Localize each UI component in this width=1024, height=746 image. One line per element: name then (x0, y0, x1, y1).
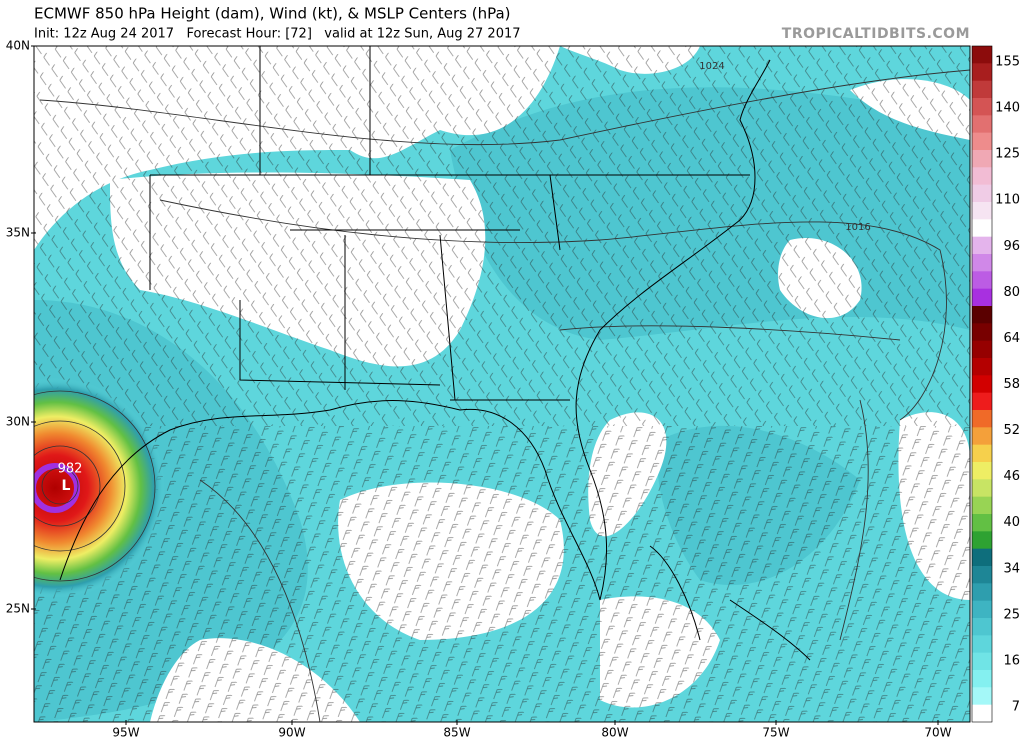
lat-label: 25N (6, 602, 30, 616)
colorbar-swatch (972, 80, 992, 99)
lat-label: 30N (6, 415, 30, 429)
colorbar-swatch (972, 184, 992, 203)
colorbar-label: 52 (1003, 423, 1020, 438)
colorbar-swatch (972, 340, 992, 359)
colorbar-swatch (972, 444, 992, 463)
colorbar-swatch (972, 531, 992, 550)
colorbar-swatch (972, 704, 992, 723)
axes: 40N 35N 30N 25N 95W 90W 85W 80W 75W 70W (6, 39, 952, 740)
colorbar-swatch (972, 427, 992, 446)
colorbar-swatch (972, 687, 992, 706)
colorbar-swatch (972, 254, 992, 272)
colorbar-swatch (972, 323, 992, 342)
subtitle: Init: 12z Aug 24 2017 Forecast Hour: [72… (34, 27, 521, 42)
colorbar-swatch (972, 392, 992, 411)
colorbar-swatch (972, 566, 992, 584)
colorbar-swatch (972, 236, 992, 255)
isobar-label: 1024 (699, 61, 724, 72)
colorbar-frame (971, 45, 993, 723)
colorbar-label: 155 (995, 55, 1020, 70)
title: ECMWF 850 hPa Height (dam), Wind (kt), &… (34, 5, 511, 23)
colorbar-label: 80 (1003, 285, 1020, 300)
lon-label: 75W (762, 726, 789, 740)
colorbar-label: 40 (1003, 515, 1020, 530)
colorbar-swatch (972, 306, 992, 324)
colorbar-swatch (972, 635, 992, 654)
colorbar-swatch (972, 548, 992, 567)
colorbar-label: 16 (1003, 653, 1020, 668)
lat-label: 35N (6, 226, 30, 240)
colorbar-swatch (972, 583, 992, 602)
map-frame (33, 45, 971, 723)
colorbar-label: 125 (995, 147, 1020, 162)
colorbar-swatch (972, 219, 992, 238)
colorbar-swatch (972, 288, 992, 307)
colorbar-swatch (972, 652, 992, 671)
colorbar-swatch (972, 600, 992, 619)
colorbar-swatch (972, 115, 992, 134)
colorbar: 155 140 125 110 96 80 64 58 52 46 40 34 25 16 7 (971, 45, 1020, 723)
isobar-label: 1016 (845, 222, 870, 233)
low-center: L (62, 478, 71, 494)
colorbar-swatch (972, 496, 992, 515)
lon-label: 80W (601, 726, 628, 740)
colorbar-swatch (972, 167, 992, 186)
lon-label: 90W (278, 726, 305, 740)
colorbar-label: 25 (1003, 607, 1020, 622)
colorbar-swatch (972, 202, 992, 220)
colorbar-swatch (972, 98, 992, 116)
colorbar-swatch (972, 358, 992, 376)
lon-label: 70W (924, 726, 951, 740)
colorbar-label: 96 (1003, 239, 1020, 254)
colorbar-swatch (972, 462, 992, 480)
colorbar-swatch (972, 271, 992, 290)
lon-label: 95W (112, 726, 139, 740)
colorbar-swatch (972, 46, 992, 64)
colorbar-label: 34 (1003, 561, 1020, 576)
colorbar-swatch (972, 63, 992, 82)
lat-label: 40N (6, 39, 30, 53)
colorbar-label: 58 (1003, 377, 1020, 392)
lon-label: 85W (443, 726, 470, 740)
colorbar-swatch (972, 618, 992, 636)
colorbar-label: 7 (1012, 700, 1020, 715)
credit: TROPICALTIDBITS.COM (782, 26, 970, 42)
map: 1024 1016 982 L (34, 46, 970, 722)
colorbar-swatch (972, 514, 992, 532)
colorbar-swatch (972, 375, 992, 394)
colorbar-label: 140 (995, 101, 1020, 116)
colorbar-swatch (972, 150, 992, 168)
colorbar-swatch (972, 670, 992, 688)
colorbar-label: 46 (1003, 469, 1020, 484)
colorbar-swatch (972, 410, 992, 428)
colorbar-swatch (972, 132, 992, 151)
colorbar-label: 64 (1003, 331, 1020, 346)
center-pressure: 982 (58, 462, 83, 477)
colorbar-swatch (972, 479, 992, 498)
colorbar-label: 110 (995, 193, 1020, 208)
